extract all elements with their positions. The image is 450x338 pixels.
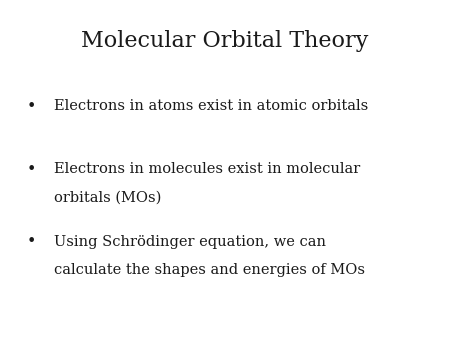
Text: •: • bbox=[27, 161, 36, 177]
Text: Molecular Orbital Theory: Molecular Orbital Theory bbox=[81, 29, 369, 52]
Text: Using Schrödinger equation, we can: Using Schrödinger equation, we can bbox=[54, 235, 326, 249]
Text: calculate the shapes and energies of MOs: calculate the shapes and energies of MOs bbox=[54, 263, 365, 277]
Text: orbitals (MOs): orbitals (MOs) bbox=[54, 191, 162, 205]
Text: Electrons in molecules exist in molecular: Electrons in molecules exist in molecula… bbox=[54, 162, 360, 176]
Text: •: • bbox=[27, 98, 36, 115]
Text: •: • bbox=[27, 233, 36, 250]
Text: Electrons in atoms exist in atomic orbitals: Electrons in atoms exist in atomic orbit… bbox=[54, 99, 368, 114]
